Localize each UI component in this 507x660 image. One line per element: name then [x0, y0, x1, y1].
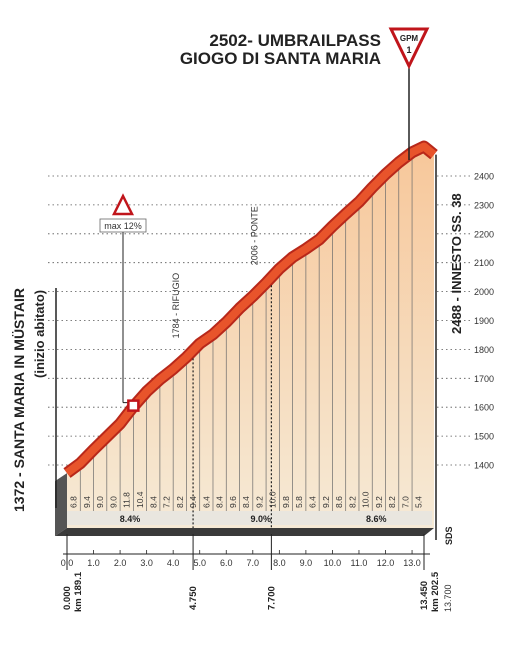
max-gradient-point [127, 399, 140, 412]
segment-gradient-label: 10.4 [135, 491, 145, 508]
y-tick-label: 2200 [474, 229, 494, 239]
profile-labels: 1400 1500 1600 1700 1800 1900 2000 2100 2200 2300… [11, 31, 494, 612]
km-tick-label: 1.0 [87, 558, 100, 568]
y-tick-label: 2300 [474, 200, 494, 210]
km-tick-label: 8.0 [273, 558, 286, 568]
segment-gradient-label: 10.0 [268, 491, 278, 508]
km-reference-label: km 189.1 [73, 571, 84, 612]
km-tick-label: 9.0 [300, 558, 313, 568]
segment-gradient-label: 9.0 [95, 496, 105, 508]
y-tick-label: 2000 [474, 287, 494, 297]
summit-name: GIOGO DI SANTA MARIA [180, 49, 381, 68]
profile-marks [55, 27, 437, 570]
segment-gradient-label: 11.8 [122, 492, 132, 508]
y-tick-label: 1600 [474, 403, 494, 413]
gpm-category: 1 [406, 45, 411, 55]
km-tick-label: 5.0 [193, 558, 206, 568]
km-tick-label: 10.0 [324, 558, 342, 568]
summit-altitude-title: 2502- UMBRAILPASS [209, 31, 381, 50]
km-tick-label: 7.0 [247, 558, 260, 568]
avg-gradient-label: 8.6% [366, 514, 387, 524]
segment-gradient-label: 9.2 [254, 496, 264, 508]
km-tick-label: 6.0 [220, 558, 233, 568]
segment-gradient-label: 6.4 [201, 496, 211, 508]
max-gradient-box [99, 218, 147, 233]
distance-label: 0.000 [62, 586, 73, 610]
segment-gradient-label: 8.2 [387, 496, 397, 508]
km-tick-label: 11.0 [351, 558, 368, 568]
km-tick-label: 12.0 [377, 558, 395, 568]
avg-gradient-label: 8.4% [120, 514, 141, 524]
segment-gradient-label: 10.0 [361, 491, 371, 508]
profile-base-edge [55, 528, 434, 536]
segment-gradient-label: 8.4 [215, 496, 225, 508]
landmark-label: 2006 - PONTE [249, 206, 259, 265]
segment-gradient-label: 8.4 [241, 496, 251, 508]
end-label: 2488 - INNESTO SS. 38 [449, 193, 464, 334]
landmark-label: 1784 - RIFUGIO [171, 273, 181, 339]
segment-gradient-label: 9.4 [188, 496, 198, 508]
start-sublabel: (inizio abitato) [32, 290, 47, 378]
max-gradient-warning-icon [111, 193, 135, 216]
segment-gradient-label: 9.0 [108, 496, 118, 508]
distance-label: 4.750 [188, 586, 199, 610]
segment-gradient-label: 6.8 [69, 496, 79, 508]
km-tick-label: 0.0 [61, 558, 74, 568]
segment-gradient-label: 5.4 [414, 496, 424, 508]
y-tick-label: 1900 [474, 316, 494, 326]
km-reference-label: km 202.5 [430, 571, 441, 612]
segment-gradient-label: 9.4 [82, 496, 92, 508]
gpm-triangle-icon [388, 27, 430, 70]
segment-gradient-label: 9.2 [321, 496, 331, 508]
segment-gradient-label: 7.2 [162, 496, 172, 508]
km-tick-label: 2.0 [114, 558, 127, 568]
segment-gradient-label: 8.2 [175, 496, 185, 508]
profile-side-wall [55, 473, 67, 536]
start-label: 1372 - SANTA MARIA IN MÜSTAIR [11, 288, 27, 512]
gpm-label: GPM [400, 34, 419, 43]
segment-gradient-label: 9.8 [281, 496, 291, 508]
km-tick-label: 13.0 [403, 558, 421, 568]
segment-gradient-label: 8.4 [148, 496, 158, 508]
segment-gradient-label: 9.6 [228, 496, 238, 508]
segment-gradient-label: 5.8 [294, 496, 304, 508]
km-tick-label: 3.0 [140, 558, 153, 568]
y-tick-label: 2100 [474, 258, 494, 268]
avg-gradient-label: 9.0% [251, 514, 272, 524]
segment-gradient-label: 8.6 [334, 496, 344, 508]
profile-area [55, 140, 438, 536]
avg-gradient-stripe [67, 511, 432, 525]
y-tick-label: 1700 [474, 374, 494, 384]
sds-label: SDS [444, 526, 454, 545]
y-tick-label: 1500 [474, 432, 494, 442]
segment-gradient-label: 8.2 [347, 496, 357, 508]
end-distance-label: 13.700 [443, 584, 453, 612]
distance-label: 13.450 [419, 581, 430, 610]
y-tick-label: 1800 [474, 345, 494, 355]
segment-gradient-label: 9.2 [374, 496, 384, 508]
segment-gradient-label: 6.4 [308, 496, 318, 508]
y-tick-label: 2400 [474, 172, 494, 182]
segment-gradient-label: 7.0 [400, 496, 410, 508]
distance-label: 7.700 [266, 586, 277, 610]
y-tick-label: 1400 [474, 461, 494, 471]
max-gradient-label: max 12% [104, 221, 142, 231]
profile-fill [67, 146, 434, 528]
km-tick-label: 4.0 [167, 558, 180, 568]
